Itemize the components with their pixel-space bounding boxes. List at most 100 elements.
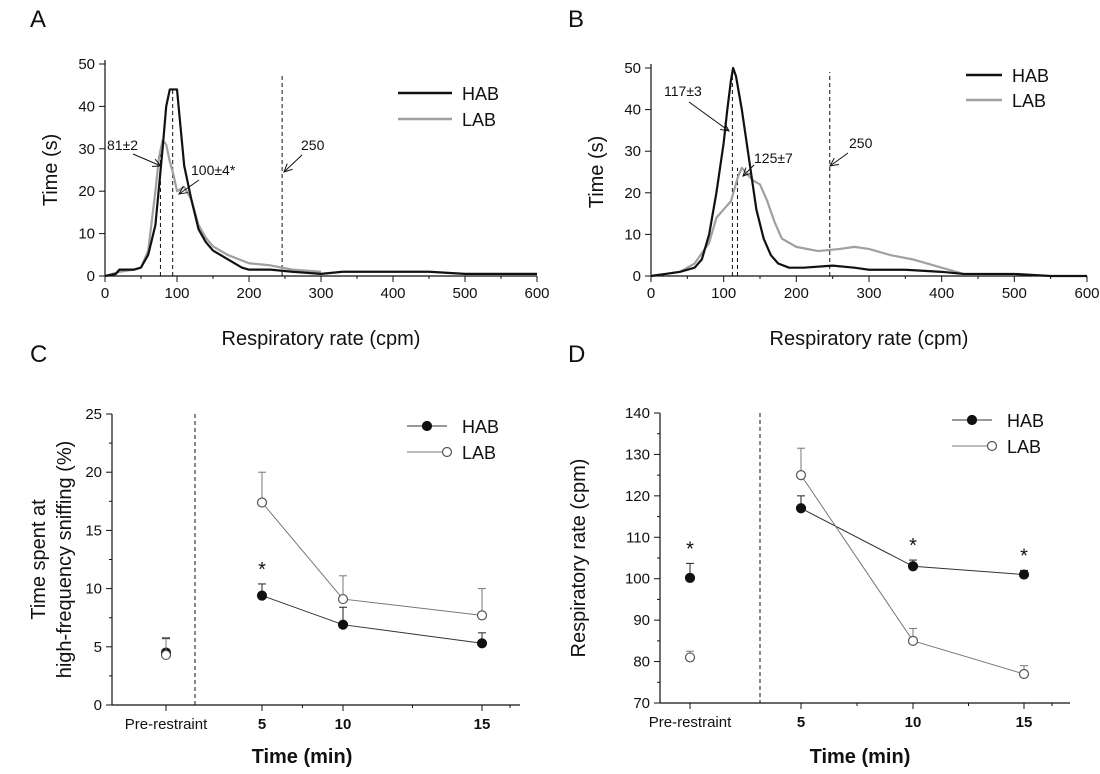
legend-label-hab: HAB [1007,411,1044,431]
annotation-arrow-head [151,158,163,167]
x-axis-label: Time (min) [810,746,911,768]
y-tick-label: 0 [94,697,102,714]
x-tick-label: 10 [905,714,922,731]
x-tick-label: 100 [711,285,736,302]
significance-star: * [1020,545,1028,567]
y-tick-label: 130 [625,446,650,463]
annotation-label: 250 [849,135,873,151]
data-point-lab [256,497,268,508]
series-line-lab [261,502,483,616]
x-tick-label: 10 [335,716,352,733]
annotation-arrow-head [829,157,839,167]
annotation-arrow-head [178,185,188,195]
x-tick-label: 200 [784,285,809,302]
y-tick-label: 20 [624,185,641,202]
significance-star: * [258,559,266,581]
series-line-hab [104,88,537,278]
annotation-arrow-head [742,167,752,177]
x-tick-label: 100 [164,285,189,302]
annotation-arrow [132,153,162,167]
series-line-lab [650,166,964,278]
significance-star: * [686,538,694,560]
annotation-arrow [829,152,849,167]
legend-label-lab: LAB [1007,437,1041,457]
annotation-label: 100±4* [191,162,236,178]
y-tick-label: 20 [78,183,95,200]
data-point-hab [337,619,349,630]
legend-label-lab: LAB [462,443,496,463]
x-axis-label: Respiratory rate (cpm) [222,328,421,350]
y-tick-label: 40 [624,102,641,119]
y-tick-label: 30 [78,141,95,158]
y-tick-label: 0 [87,268,95,285]
y-tick-label: 90 [633,612,650,629]
legend-label-lab: LAB [1012,91,1046,111]
data-point-hab [907,561,919,572]
y-tick-label: 140 [625,405,650,422]
legend-marker-lab [986,440,998,452]
data-point-hab [256,590,268,601]
annotation-label: 125±7 [754,150,793,166]
legend-label-hab: HAB [462,417,499,437]
x-tick-label: 5 [258,716,266,733]
legend-label-hab: HAB [1012,66,1049,86]
y-tick-label: 5 [94,639,102,656]
x-tick-label: 5 [797,714,805,731]
y-axis-label: Time (s) [586,136,608,209]
legend-label-hab: HAB [462,84,499,104]
y-axis-label-line2: high-frequency sniffing (%) [54,441,76,679]
x-tick-label: Pre-restraint [649,714,732,731]
panel-label-C: C [30,341,47,368]
x-tick-label: 300 [856,285,881,302]
data-point-lab [1018,668,1030,680]
y-axis-label-line1: Time spent at [28,499,50,620]
y-tick-label: 110 [626,529,650,546]
x-tick-label: 400 [929,285,954,302]
y-tick-label: 10 [85,581,102,598]
y-tick-label: 120 [625,488,650,505]
y-tick-label: 70 [633,695,650,712]
annotation-label: 250 [301,137,325,153]
data-point-hab [476,638,488,649]
data-point-lab [160,649,172,661]
data-point-hab [684,572,696,583]
x-tick-label: 500 [452,285,477,302]
annotation-arrow-head [283,163,293,173]
data-point-lab [684,652,696,663]
y-tick-label: 40 [78,98,95,115]
y-tick-label: 20 [85,464,102,481]
data-point-lab [795,470,807,481]
panel-label-B: B [568,6,584,33]
legend-label-lab: LAB [462,110,496,130]
x-tick-label: 300 [308,285,333,302]
x-tick-label: 0 [647,285,655,302]
x-tick-label: 15 [1016,714,1033,731]
data-point-hab [1018,569,1030,580]
annotation-label: 117±3 [664,83,702,99]
panel-label-D: D [568,341,585,368]
y-tick-label: 25 [85,406,102,423]
y-axis-label: Respiratory rate (cpm) [568,459,590,658]
legend-marker-hab [421,420,433,432]
legend-marker-hab [966,414,978,426]
x-tick-label: 600 [524,285,549,302]
y-tick-label: 100 [625,571,650,588]
x-tick-label: 600 [1074,285,1099,302]
series-line-hab [650,66,1087,278]
annotation-arrow-head [720,122,730,132]
y-tick-label: 30 [624,143,641,160]
annotation-arrow [688,101,730,132]
y-tick-label: 10 [624,226,641,243]
annotation-arrow [742,164,755,177]
x-axis-label: Respiratory rate (cpm) [770,328,969,350]
y-tick-label: 0 [633,268,641,285]
data-point-hab [795,503,807,514]
x-tick-label: 400 [380,285,405,302]
significance-star: * [909,535,917,557]
x-tick-label: 0 [101,285,109,302]
y-tick-label: 80 [633,654,650,671]
panel-label-A: A [30,6,46,33]
data-point-lab [337,593,349,605]
y-tick-label: 10 [78,226,95,243]
